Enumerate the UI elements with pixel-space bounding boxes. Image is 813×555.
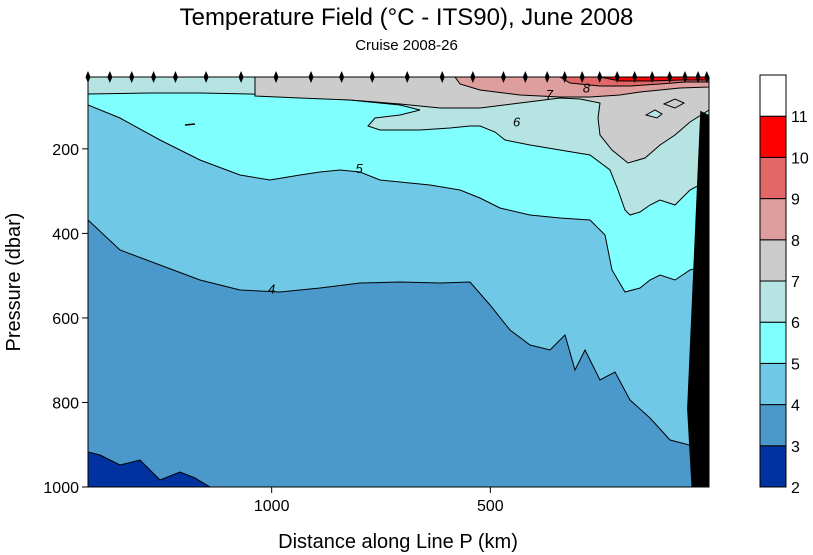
- colorbar-label: 6: [791, 315, 800, 332]
- colorbar-swatch: [759, 362, 787, 406]
- station-marker: [470, 71, 476, 83]
- colorbar-swatch: [759, 404, 787, 447]
- colorbar-label: 2: [791, 480, 800, 497]
- station-marker: [308, 71, 314, 83]
- plot-frame: [87, 76, 710, 488]
- station-markers: [85, 71, 710, 83]
- colorbar-label: 11: [791, 109, 808, 126]
- station-marker: [151, 71, 157, 83]
- station-marker: [614, 71, 620, 83]
- chart-subtitle: Cruise 2008-26: [355, 37, 458, 54]
- colorbar-swatch: [759, 74, 787, 117]
- station-marker: [273, 71, 279, 83]
- band-7-8: [254, 77, 709, 164]
- station-marker: [649, 71, 655, 83]
- colorbar: 2 3 4 5 6 7 8 9 10 11: [759, 74, 809, 497]
- station-marker: [562, 71, 568, 83]
- station-marker: [339, 71, 345, 83]
- eddy-7-8-closed: [662, 98, 686, 109]
- station-marker: [500, 71, 506, 83]
- station-marker: [172, 71, 178, 83]
- station-marker: [404, 71, 410, 83]
- station-marker: [369, 71, 375, 83]
- station-marker: [682, 71, 688, 83]
- colorbar-label: 8: [791, 233, 800, 250]
- station-marker: [695, 71, 701, 83]
- eddy-6-7-closed: [644, 109, 663, 119]
- contour-label: 8: [583, 81, 591, 96]
- contour-label: 7: [546, 87, 554, 102]
- colorbar-label: 4: [791, 398, 800, 415]
- station-marker: [544, 71, 550, 83]
- colorbar-swatch: [759, 280, 787, 323]
- x-axis-label: Distance along Line P (km): [278, 531, 518, 553]
- y-tick-label: 400: [52, 226, 79, 243]
- y-axis: 200 400 600 800 1000: [43, 142, 88, 497]
- contour-fragment: [184, 123, 196, 126]
- station-marker: [579, 71, 585, 83]
- contour-label: 5: [356, 161, 364, 176]
- chart-title: Temperature Field (°C - ITS90), June 200…: [179, 4, 634, 31]
- contour-label: 4: [268, 281, 275, 296]
- x-tick-label: 500: [477, 498, 504, 515]
- colorbar-label: 5: [791, 356, 800, 373]
- y-axis-label: Pressure (dbar): [3, 213, 25, 352]
- station-marker: [129, 71, 135, 83]
- y-tick-label: 200: [52, 142, 79, 159]
- colorbar-label: 3: [791, 439, 800, 456]
- colorbar-swatch: [759, 115, 787, 158]
- colorbar-label: 7: [791, 274, 800, 291]
- x-tick-label: 1000: [254, 498, 290, 515]
- contour-label: 6: [513, 114, 521, 129]
- station-marker: [704, 71, 710, 83]
- station-marker: [522, 71, 528, 83]
- bottom-topography: [687, 110, 709, 487]
- band-2-3: [88, 451, 211, 487]
- contour-labels: 4 5 6 7 8: [268, 81, 591, 297]
- y-tick-label: 800: [52, 395, 79, 412]
- band-10-11: [599, 77, 709, 82]
- station-marker: [597, 71, 603, 83]
- station-marker: [107, 71, 113, 83]
- colorbar-swatch: [759, 239, 787, 282]
- colorbar-swatch: [759, 198, 787, 241]
- station-marker: [667, 71, 673, 83]
- station-marker: [439, 71, 445, 83]
- colorbar-label: 9: [791, 192, 800, 209]
- y-tick-label: 1000: [43, 480, 79, 497]
- station-marker: [632, 71, 638, 83]
- colorbar-swatch: [759, 445, 787, 488]
- x-axis: 1000 500: [254, 487, 504, 515]
- station-marker: [238, 71, 244, 83]
- colorbar-swatch: [759, 321, 787, 364]
- station-marker: [85, 71, 91, 83]
- temperature-field: [88, 77, 709, 487]
- colorbar-label: 10: [791, 150, 809, 167]
- y-tick-label: 600: [52, 311, 79, 328]
- colorbar-swatch: [759, 156, 787, 200]
- station-marker: [203, 71, 209, 83]
